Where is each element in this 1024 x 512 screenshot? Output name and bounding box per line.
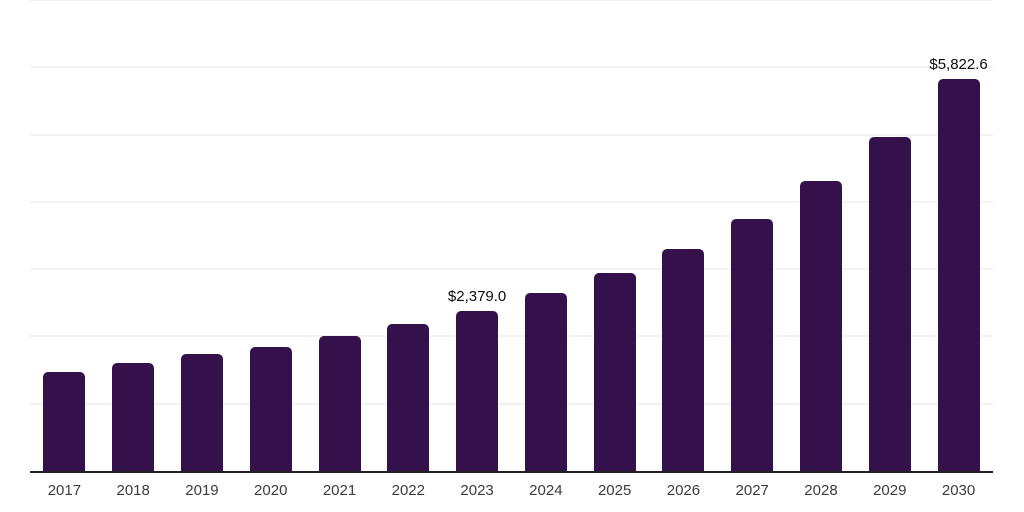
x-tick-label-2030: 2030 [941,482,976,499]
bar-slot-2029 [855,0,924,471]
x-tick-label-2029: 2029 [873,482,907,499]
bar-slot-2020 [236,0,305,471]
gridline-7000 [30,0,993,1]
bar-2019 [180,354,223,471]
bar-2017 [43,371,86,471]
gridline-3000 [30,268,993,271]
gridline-4000 [30,200,993,203]
x-tick-label-2017: 2017 [47,482,82,499]
bar-slot-2027 [718,0,787,471]
bar-slot-2030: $5,822.6 [924,0,993,471]
x-tick-label-2021: 2021 [322,482,357,499]
bar-2023 [456,310,499,471]
x-tick-label-2023: 2023 [460,482,494,499]
bar-slot-2023: $2,379.0 [443,0,512,471]
data-label-2030: $5,822.6 [929,56,988,74]
x-tick-label-2022: 2022 [391,482,425,499]
bar-slot-2025 [580,0,649,471]
gridline-5000 [30,133,993,136]
x-axis-tick-labels: 2017 2018 2019 2020 2021 2022 2023 2024 2025 2026… [30,482,993,499]
x-tick-label-2019: 2019 [185,482,219,499]
bar-2025 [593,272,636,471]
bar-slot-2017 [30,0,99,471]
bar-2020 [249,346,292,471]
bar-2029 [868,137,911,471]
x-axis-line [30,471,993,473]
bar-slot-2024 [511,0,580,471]
bar-2027 [731,218,774,471]
x-tick-label-2020: 2020 [254,482,288,499]
bar-2028 [799,181,842,471]
bar-2018 [112,363,155,471]
x-tick-label-2028: 2028 [804,482,838,499]
bar-slot-2022 [374,0,443,471]
bar-slot-2021 [305,0,374,471]
bar-2021 [318,336,361,471]
gridline-2000 [30,335,993,338]
bar-2026 [662,248,705,471]
x-tick-label-2024: 2024 [529,482,563,499]
bar-slot-2018 [99,0,168,471]
x-tick-label-2018: 2018 [116,482,150,499]
plot-area: $2,379.0 $5,822.6 [30,0,993,473]
bars-container: $2,379.0 $5,822.6 [30,0,993,471]
bar-2024 [524,293,567,471]
x-tick-label-2026: 2026 [666,482,701,499]
bar-2030 [937,79,980,471]
x-tick-label-2025: 2025 [597,482,632,499]
gridline-6000 [30,66,993,69]
bar-2022 [387,324,430,471]
gridline-1000 [30,402,993,405]
data-label-2023: $2,379.0 [447,287,507,305]
bar-slot-2028 [787,0,856,471]
x-tick-label-2027: 2027 [735,482,769,499]
bar-slot-2019 [168,0,237,471]
bar-slot-2026 [649,0,718,471]
